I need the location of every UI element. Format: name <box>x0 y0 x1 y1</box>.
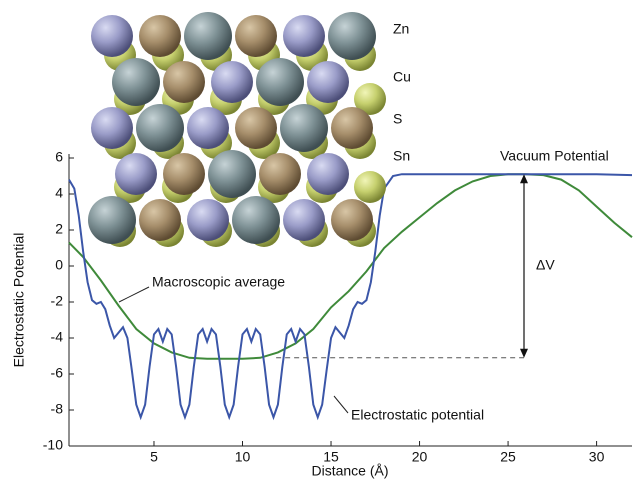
y-tick-label: -6 <box>51 365 64 381</box>
atom-label: S <box>393 111 402 127</box>
atom-label: Zn <box>393 21 409 37</box>
y-tick-label: -4 <box>51 329 64 345</box>
x-tick-label: 20 <box>412 449 428 465</box>
atom <box>115 153 157 195</box>
leader-line <box>118 286 150 303</box>
atom <box>259 153 301 195</box>
atom <box>232 196 280 244</box>
atom <box>139 15 181 57</box>
atom-s <box>354 171 386 203</box>
atom <box>187 107 229 149</box>
y-tick-label: -10 <box>43 437 63 453</box>
atom <box>283 15 325 57</box>
atom <box>331 107 373 149</box>
x-tick-label: 25 <box>500 449 516 465</box>
atom <box>112 58 160 106</box>
atom <box>136 104 184 152</box>
atom <box>283 199 325 241</box>
atom <box>235 107 277 149</box>
arrow-head <box>520 348 529 358</box>
atom-s <box>354 83 386 115</box>
atom <box>91 15 133 57</box>
atom <box>187 199 229 241</box>
series-annotation: Electrostatic potential <box>351 407 484 423</box>
delta-label: ΔV <box>536 257 555 273</box>
atom <box>307 153 349 195</box>
arrow-head <box>520 174 529 184</box>
x-tick-label: 5 <box>150 449 158 465</box>
leader-line <box>333 395 349 414</box>
atom-label: Sn <box>393 148 410 164</box>
atom <box>307 61 349 103</box>
x-tick-label: 15 <box>323 449 339 465</box>
y-tick-label: 0 <box>55 257 63 273</box>
x-tick-label: 30 <box>589 449 605 465</box>
atom <box>163 153 205 195</box>
y-tick-label: 4 <box>55 185 63 201</box>
atom <box>91 107 133 149</box>
atom <box>211 61 253 103</box>
y-tick-label: 2 <box>55 221 63 237</box>
plot-area: -10 -8 -6 -4 -2 0 2 4 6 5 10 15 20 25 30 ΔV <box>43 149 633 465</box>
atom <box>235 15 277 57</box>
atom-label: Cu <box>393 69 411 85</box>
x-axis-label: Distance (Å) <box>311 463 388 479</box>
y-tick-label: -2 <box>51 293 64 309</box>
atom <box>328 12 376 60</box>
atom <box>88 196 136 244</box>
vacuum-label: Vacuum Potential <box>500 148 609 164</box>
crystal-structure <box>88 12 386 247</box>
atom <box>280 104 328 152</box>
atom <box>163 61 205 103</box>
y-tick-label: 6 <box>55 149 63 165</box>
series-line <box>68 173 633 421</box>
atom <box>256 58 304 106</box>
series-annotation: Macroscopic average <box>152 274 285 290</box>
atom <box>208 150 256 198</box>
y-axis-label: Electrostatic Potential <box>11 233 27 368</box>
atom <box>184 12 232 60</box>
x-tick-label: 10 <box>235 449 251 465</box>
y-tick-label: -8 <box>51 401 64 417</box>
atom <box>139 199 181 241</box>
atom <box>331 199 373 241</box>
